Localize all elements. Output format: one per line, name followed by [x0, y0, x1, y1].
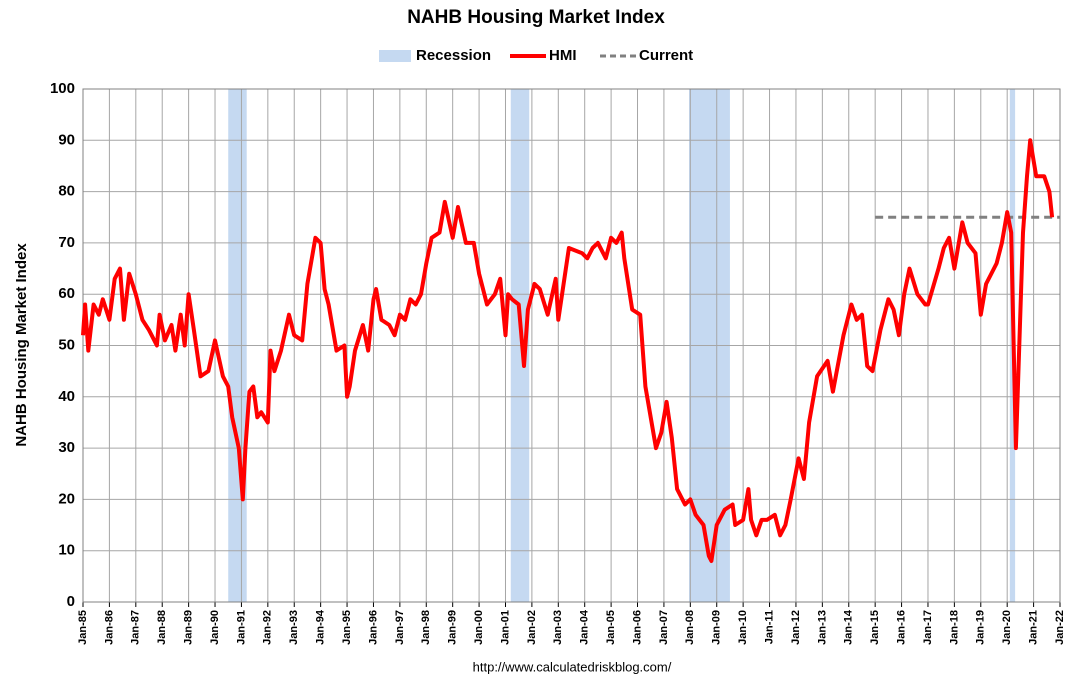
y-tick-label: 100 — [50, 80, 75, 97]
x-tick-label: Jan-07 — [658, 610, 670, 645]
x-tick-label: Jan-21 — [1028, 610, 1040, 645]
y-tick-label: 20 — [58, 490, 75, 507]
x-tick-label: Jan-09 — [711, 610, 723, 645]
y-tick-label: 40 — [58, 388, 75, 405]
x-tick-label: Jan-06 — [631, 610, 643, 645]
legend-swatch — [379, 50, 411, 62]
x-tick-label: Jan-20 — [1001, 610, 1013, 645]
x-tick-label: Jan-00 — [473, 610, 485, 645]
x-tick-label: Jan-96 — [367, 610, 379, 645]
x-tick-label: Jan-92 — [262, 610, 274, 645]
y-tick-label: 70 — [58, 234, 75, 251]
hmi-line — [81, 138, 1055, 563]
x-tick-label: Jan-95 — [341, 610, 353, 645]
x-tick-label: Jan-18 — [948, 610, 960, 645]
x-tick-label: Jan-86 — [103, 610, 115, 645]
x-tick-label: Jan-94 — [315, 609, 327, 645]
chart-title: NAHB Housing Market Index — [407, 7, 665, 28]
x-tick-label: Jan-89 — [183, 610, 195, 645]
y-tick-label: 30 — [58, 439, 75, 456]
x-tick-label: Jan-17 — [922, 610, 934, 645]
x-tick-label: Jan-85 — [77, 610, 89, 645]
legend-label: HMI — [549, 47, 577, 64]
x-tick-label: Jan-15 — [869, 610, 881, 645]
x-tick-label: Jan-90 — [209, 610, 221, 645]
x-tick-label: Jan-22 — [1054, 610, 1066, 645]
x-tick-label: Jan-99 — [447, 610, 459, 645]
x-tick-label: Jan-98 — [420, 610, 432, 645]
y-tick-label: 90 — [58, 131, 75, 148]
legend-label: Current — [639, 47, 693, 64]
y-tick-label: 10 — [58, 542, 75, 559]
source: http://www.calculatedriskblog.com/ — [473, 659, 672, 674]
x-tick-label: Jan-11 — [763, 610, 775, 644]
x-tick-label: Jan-08 — [684, 610, 696, 645]
legend-label: Recession — [416, 47, 491, 64]
x-tick-label: Jan-87 — [130, 610, 142, 645]
x-tick-label: Jan-03 — [552, 610, 564, 645]
x-tick-label: Jan-04 — [579, 609, 591, 645]
x-tick-label: Jan-01 — [499, 610, 511, 645]
x-tick-label: Jan-14 — [843, 609, 855, 645]
x-tick-label: Jan-91 — [235, 610, 247, 645]
x-tick-label: Jan-12 — [790, 610, 802, 645]
x-tick-label: Jan-19 — [975, 610, 987, 645]
y-axis-label: NAHB Housing Market Index — [13, 243, 30, 447]
x-tick-label: Jan-93 — [288, 610, 300, 645]
x-tick-label: Jan-02 — [526, 610, 538, 645]
plot-frame — [82, 88, 1061, 603]
x-tick-label: Jan-88 — [156, 610, 168, 645]
y-tick-label: 0 — [67, 593, 75, 610]
x-tick-label: Jan-16 — [895, 610, 907, 645]
y-tick-label: 60 — [58, 285, 75, 302]
x-tick-label: Jan-97 — [394, 610, 406, 645]
x-tick-label: Jan-05 — [605, 610, 617, 645]
y-tick-label: 50 — [58, 336, 75, 353]
x-tick-label: Jan-13 — [816, 610, 828, 645]
y-tick-label: 80 — [58, 183, 75, 200]
x-tick-label: Jan-10 — [737, 610, 749, 645]
